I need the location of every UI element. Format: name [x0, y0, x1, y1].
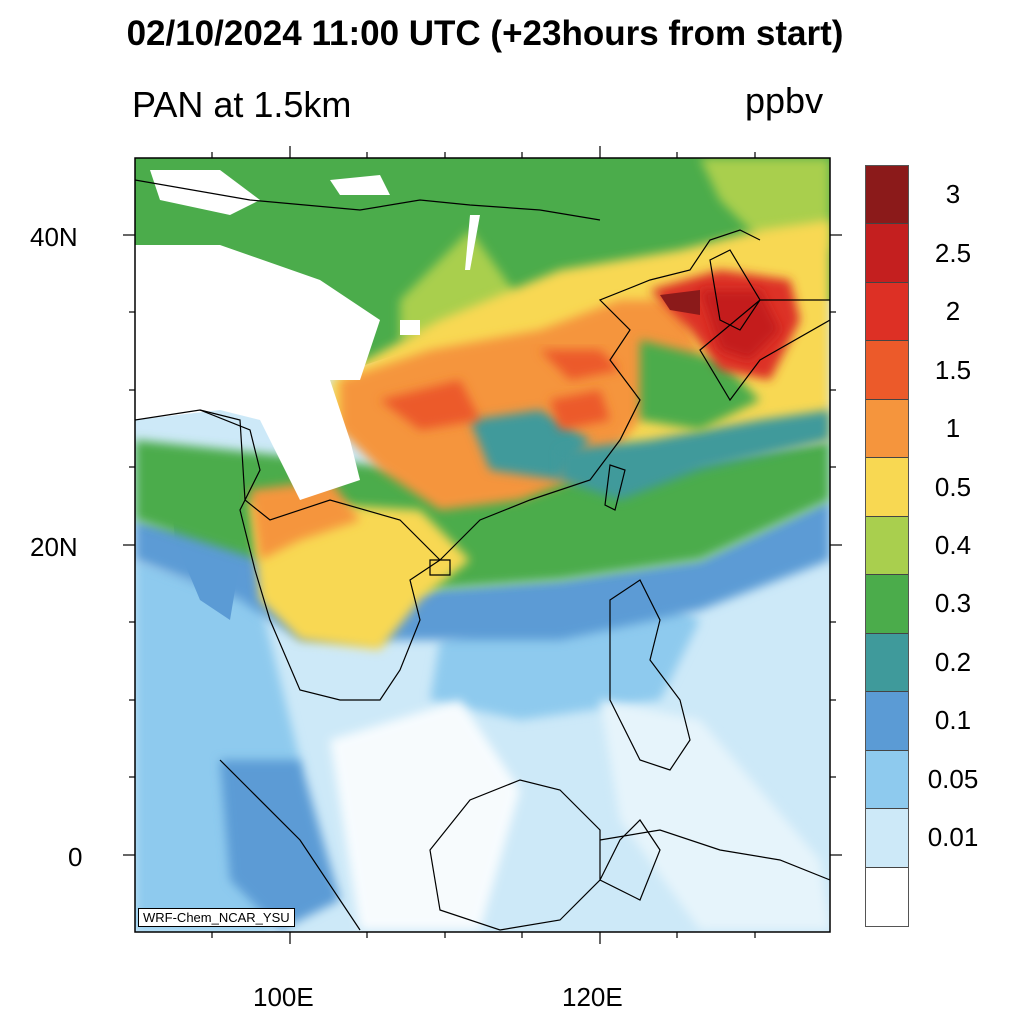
colorbar-cell	[866, 516, 908, 576]
colorbar-label: 0.01	[927, 822, 979, 853]
coastline-outlines	[135, 179, 830, 931]
colorbar-label: 0.3	[934, 588, 972, 619]
lat-label-40n: 40N	[30, 222, 78, 252]
colorbar-cell	[866, 458, 908, 517]
colorbar-label: 0.4	[934, 530, 972, 560]
model-credit-label: WRF-Chem_NCAR_YSU	[138, 908, 295, 927]
lat-label-0: 0	[68, 842, 83, 872]
colorbar-cell	[866, 224, 908, 283]
colorbar-label: 1	[945, 413, 961, 444]
colorbar-label: 2.5	[934, 237, 972, 268]
colorbar-label: 0.05	[927, 763, 979, 794]
colorbar-cell	[866, 809, 908, 868]
lon-label-100e: 100E	[253, 982, 314, 1012]
colorbar-label: 0.1	[934, 705, 972, 736]
variable-label: PAN at 1.5km	[132, 84, 352, 125]
colorbar-cell	[866, 282, 908, 342]
colorbar-cell	[866, 692, 908, 751]
axis-ticks	[123, 146, 842, 944]
colorbar-label: 3	[945, 179, 961, 210]
colorbar-cell	[866, 750, 908, 810]
colorbar-label: 0.5	[934, 471, 972, 502]
concentration-field	[135, 158, 830, 932]
colorbar-label: 2	[945, 296, 961, 327]
colorbar-cell	[866, 575, 908, 634]
colorbar-cell	[866, 166, 908, 225]
lat-label-20n: 20N	[30, 532, 78, 562]
lon-label-120e: 120E	[562, 982, 623, 1012]
colorbar-label: 1.5	[934, 354, 972, 385]
colorbar-cell	[866, 633, 908, 693]
colorbar-cell	[866, 341, 908, 400]
map-title: 02/10/2024 11:00 UTC (+23hours from star…	[126, 14, 844, 53]
colorbar-cell	[866, 399, 908, 459]
colorbar	[865, 165, 909, 927]
units-label: ppbv	[745, 80, 824, 121]
colorbar-label: 0.2	[934, 646, 972, 677]
colorbar-cell	[866, 867, 908, 926]
